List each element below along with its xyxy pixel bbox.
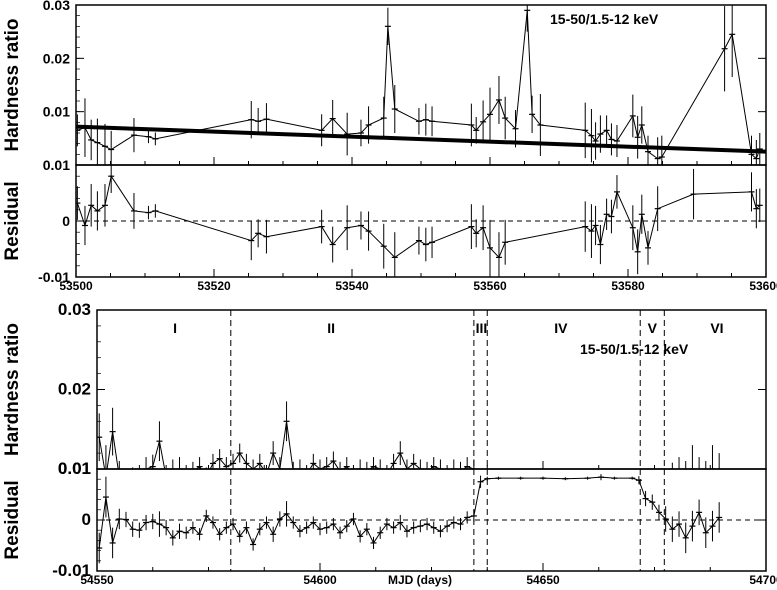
top-ratio-plot-area xyxy=(76,5,766,165)
segment-label: I xyxy=(173,320,177,336)
y-tick-label: 0.03 xyxy=(43,0,70,13)
segment-label: V xyxy=(648,320,658,336)
bottom-residual-panel: -0.01 0 0.01 Residual xyxy=(2,459,767,580)
x-tick-label: 54550 xyxy=(80,573,114,587)
x-tick-label: 53540 xyxy=(335,279,369,293)
top-fit-line xyxy=(76,124,766,154)
x-axis-label: MJD (days) xyxy=(388,573,452,587)
segment-label: II xyxy=(327,320,335,336)
bottom-ratio-plot-area xyxy=(97,310,720,469)
top-residual-plot-area xyxy=(76,165,766,277)
bottom-residual-plot-area xyxy=(97,469,766,571)
y-tick-label: 0.01 xyxy=(43,104,70,120)
segment-label: VI xyxy=(710,320,723,336)
y-tick-label: 0.02 xyxy=(43,50,70,66)
top-ratio-ylabel: Hardness ratio xyxy=(2,18,23,151)
y-tick-label: 0.03 xyxy=(58,300,91,319)
bottom-energy-band-annotation: 15-50/1.5-12 keV xyxy=(580,341,689,357)
top-residual-panel: -0.01 0 0.01 Residual xyxy=(2,157,767,285)
x-tick-label: 53600 xyxy=(749,279,777,293)
bottom-ratio-ylabel: Hardness ratio xyxy=(2,323,23,456)
y-tick-label: 0.01 xyxy=(43,157,70,173)
y-tick-label: -0.01 xyxy=(52,561,91,580)
x-tick-label: 53500 xyxy=(59,279,93,293)
top-ratio-panel: 0.01 0.02 0.03 Hardness ratio xyxy=(2,0,767,166)
y-tick-label: 0.01 xyxy=(58,459,91,478)
x-tick-label: 54650 xyxy=(526,573,560,587)
x-tick-label: 53560 xyxy=(473,279,507,293)
segment-label: IV xyxy=(554,320,568,336)
segment-label: III xyxy=(476,320,488,336)
x-tick-label: 54700 xyxy=(749,573,777,587)
y-tick-label: -0.01 xyxy=(38,269,70,285)
y-tick-label: 0.02 xyxy=(58,380,91,399)
y-tick-label: 0 xyxy=(82,510,91,529)
y-tick-label: 0.01 xyxy=(58,459,91,478)
top-residual-ylabel: Residual xyxy=(2,181,23,260)
y-tick-label: 0 xyxy=(62,213,70,229)
top-energy-band-annotation: 15-50/1.5-12 keV xyxy=(550,11,659,27)
bottom-residual-ylabel: Residual xyxy=(2,480,23,559)
x-tick-label: 53580 xyxy=(611,279,645,293)
x-tick-label: 54600 xyxy=(303,573,337,587)
x-tick-label: 53520 xyxy=(197,279,231,293)
